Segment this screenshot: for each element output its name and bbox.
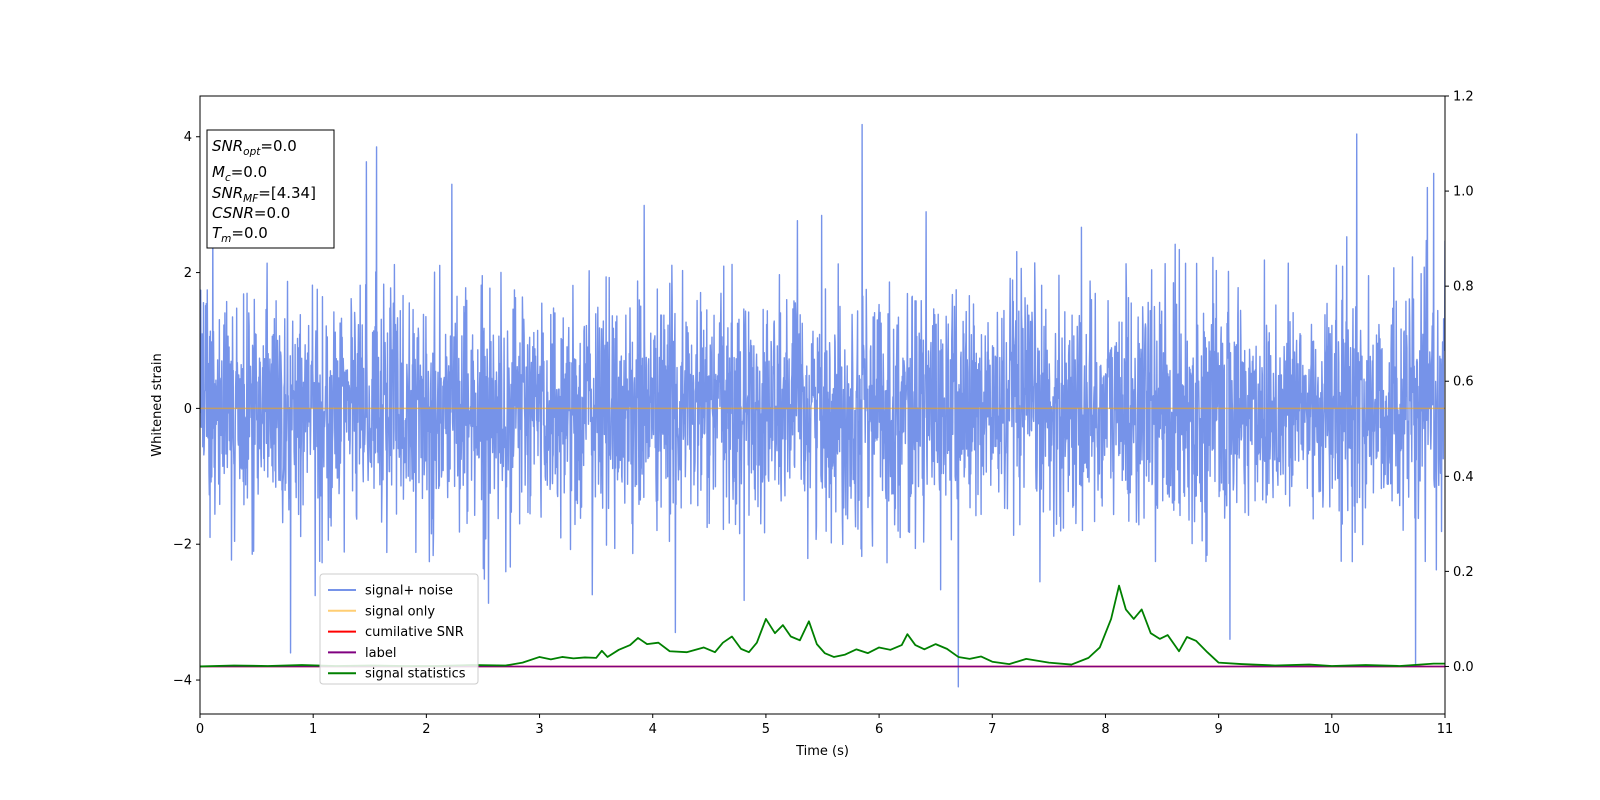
series-signal-noise xyxy=(200,123,1445,688)
legend-label-label: label xyxy=(365,646,396,661)
legend-label-cumilative-snr: cumilative SNR xyxy=(365,625,464,640)
x-tick-label: 5 xyxy=(762,722,770,737)
legend: signal+ noise signal only cumilative SNR la… xyxy=(319,573,479,685)
legend-label-signal-only: signal only xyxy=(365,604,435,619)
x-tick-label: 10 xyxy=(1324,722,1341,737)
y-axis-label: Whitened strain xyxy=(150,353,165,456)
x-tick-label: 1 xyxy=(309,722,317,737)
x-axis-label: Time (s) xyxy=(795,744,849,759)
x-tick-label: 8 xyxy=(1101,722,1109,737)
y2-tick-label: 0.0 xyxy=(1453,660,1474,675)
y2-tick-label: 1.0 xyxy=(1453,185,1474,200)
y2-tick-label: 0.2 xyxy=(1453,565,1474,580)
info-mc: Mc=0.0 xyxy=(212,163,267,184)
info-snr-opt: SNRopt=0.0 xyxy=(212,137,297,158)
y2-tick-label: 1.2 xyxy=(1453,90,1474,105)
x-tick-label: 4 xyxy=(649,722,657,737)
info-tm: Tm=0.0 xyxy=(212,224,268,245)
x-tick-label: 9 xyxy=(1214,722,1222,737)
x-tick-label: 0 xyxy=(196,722,204,737)
series-signal-statistics xyxy=(200,584,1445,668)
x-tick-label: 2 xyxy=(422,722,430,737)
x-axis: 0 1 2 3 4 5 6 7 8 9 10 11 xyxy=(196,714,1453,737)
y2-tick-label: 0.6 xyxy=(1453,375,1474,390)
info-box: SNRopt=0.0 Mc=0.0 SNRMF=[4.34] CSNR=0.0 … xyxy=(206,129,335,249)
y-axis-right: 0.0 0.2 0.4 0.6 0.8 1.0 1.2 xyxy=(1445,90,1474,675)
info-csnr: CSNR=0.0 xyxy=(212,204,290,222)
x-tick-label: 6 xyxy=(875,722,883,737)
x-tick-label: 11 xyxy=(1437,722,1454,737)
y-axis-left: −4 −2 0 2 4 xyxy=(173,130,200,689)
axes-frame xyxy=(199,95,1446,715)
info-box-frame xyxy=(206,129,335,249)
x-tick-label: 3 xyxy=(535,722,543,737)
legend-label-signal-noise: signal+ noise xyxy=(365,584,453,599)
y-tick-label: 2 xyxy=(184,266,192,281)
x-tick-label: 7 xyxy=(988,722,996,737)
y2-tick-label: 0.4 xyxy=(1453,470,1474,485)
legend-label-signal-statistics: signal statistics xyxy=(365,667,466,682)
y2-tick-label: 0.8 xyxy=(1453,280,1474,295)
y-tick-label: −4 xyxy=(173,674,192,689)
y-tick-label: 0 xyxy=(184,402,192,417)
info-snr-mf: SNRMF=[4.34] xyxy=(212,184,316,205)
y-tick-label: 4 xyxy=(184,130,192,145)
y-tick-label: −2 xyxy=(173,538,192,553)
legend-frame xyxy=(319,573,479,685)
